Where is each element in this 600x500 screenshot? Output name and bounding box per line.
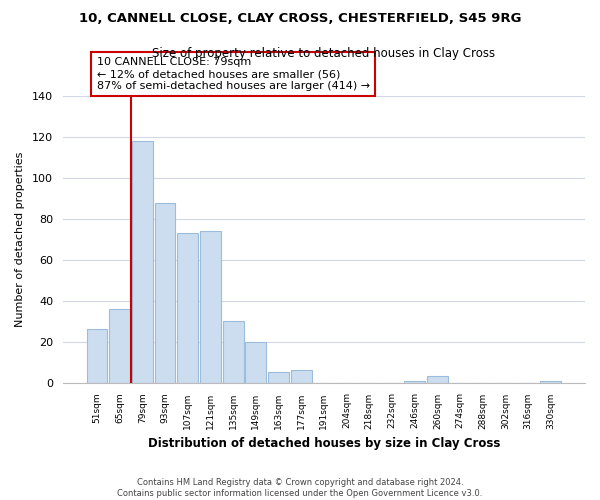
- Text: 10, CANNELL CLOSE, CLAY CROSS, CHESTERFIELD, S45 9RG: 10, CANNELL CLOSE, CLAY CROSS, CHESTERFI…: [79, 12, 521, 26]
- Title: Size of property relative to detached houses in Clay Cross: Size of property relative to detached ho…: [152, 48, 496, 60]
- Text: 10 CANNELL CLOSE: 79sqm
← 12% of detached houses are smaller (56)
87% of semi-de: 10 CANNELL CLOSE: 79sqm ← 12% of detache…: [97, 58, 370, 90]
- Bar: [541, 380, 561, 382]
- Bar: [404, 380, 425, 382]
- Bar: [268, 372, 289, 382]
- Y-axis label: Number of detached properties: Number of detached properties: [15, 152, 25, 327]
- Bar: [132, 142, 153, 382]
- Bar: [291, 370, 311, 382]
- Bar: [427, 376, 448, 382]
- Bar: [200, 232, 221, 382]
- Bar: [155, 202, 175, 382]
- Bar: [245, 342, 266, 382]
- Text: Contains HM Land Registry data © Crown copyright and database right 2024.
Contai: Contains HM Land Registry data © Crown c…: [118, 478, 482, 498]
- X-axis label: Distribution of detached houses by size in Clay Cross: Distribution of detached houses by size …: [148, 437, 500, 450]
- Bar: [109, 309, 130, 382]
- Bar: [177, 234, 198, 382]
- Bar: [223, 321, 244, 382]
- Bar: [86, 330, 107, 382]
